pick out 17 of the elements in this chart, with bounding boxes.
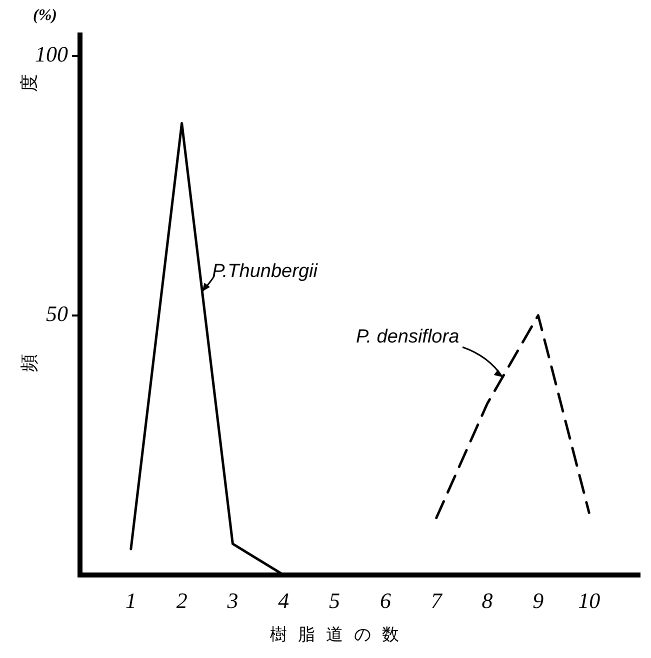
text: (%) bbox=[33, 7, 57, 24]
x-tick-label: 1 bbox=[125, 588, 136, 613]
x-tick-label: 5 bbox=[329, 588, 340, 613]
x-tick-label: 4 bbox=[278, 588, 290, 613]
x-tick-label: 8 bbox=[482, 588, 493, 613]
legend-label: P.Thunbergii bbox=[212, 260, 318, 282]
x-axis-title: 樹脂道の数 bbox=[270, 625, 400, 645]
x-tick-label: 2 bbox=[176, 588, 188, 613]
text: P. densiflora bbox=[356, 326, 460, 348]
x-tick-label: 10 bbox=[578, 588, 600, 613]
x-tick-label: 3 bbox=[226, 588, 238, 613]
y-axis-title: 頻度 bbox=[19, 74, 40, 372]
x-tick-label: 7 bbox=[430, 588, 443, 613]
x-tick-label: 9 bbox=[532, 588, 544, 613]
x-tick-label: 6 bbox=[380, 588, 391, 613]
y-tick-label: 50 bbox=[46, 301, 68, 326]
y-tick-label: 100 bbox=[35, 42, 68, 67]
